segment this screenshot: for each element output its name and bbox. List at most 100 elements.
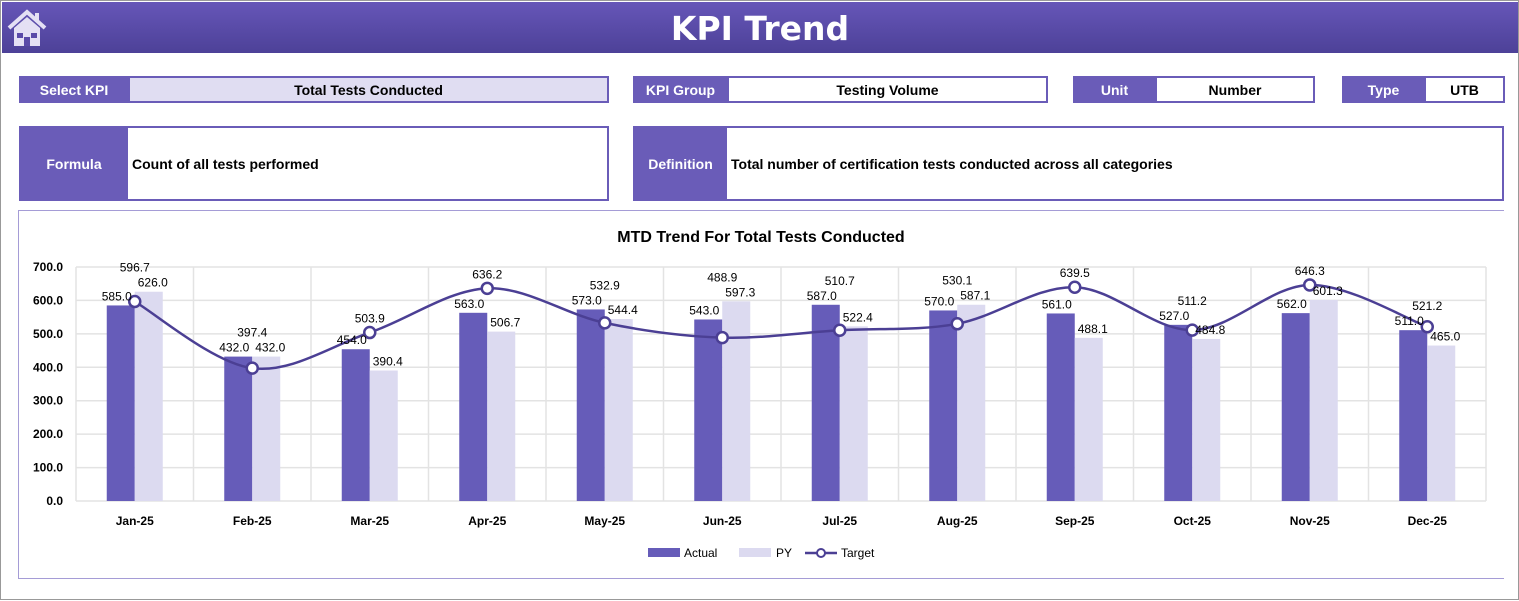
y-tick-label: 600.0 — [33, 293, 63, 307]
data-label-actual: 527.0 — [1159, 309, 1189, 323]
target-marker — [833, 323, 847, 338]
select-kpi-label: Select KPI — [19, 76, 129, 103]
bar-actual — [1281, 313, 1310, 501]
x-tick-label: Jul-25 — [822, 514, 857, 528]
x-tick-label: Apr-25 — [468, 514, 506, 528]
data-label-target: 397.4 — [237, 326, 267, 340]
bar-py — [487, 331, 516, 501]
data-label-actual: 561.0 — [1042, 297, 1072, 311]
data-label-target: 521.2 — [1412, 299, 1442, 313]
legend-py-swatch — [739, 548, 771, 557]
type-label: Type — [1342, 76, 1425, 103]
bar-actual — [224, 356, 253, 501]
data-label-actual: 570.0 — [924, 294, 954, 308]
bar-py — [957, 304, 986, 501]
legend-actual: Actual — [684, 546, 717, 560]
header-bar: KPI Trend — [2, 2, 1518, 53]
bar-actual — [811, 304, 840, 501]
y-tick-label: 400.0 — [33, 360, 63, 374]
bar-py — [1074, 337, 1103, 501]
home-icon[interactable] — [6, 8, 48, 48]
y-tick-label: 300.0 — [33, 394, 63, 408]
bar-actual — [929, 310, 958, 501]
data-label-target: 646.3 — [1295, 264, 1325, 278]
select-kpi-dropdown[interactable]: Total Tests Conducted — [128, 76, 609, 103]
bar-py — [369, 370, 398, 501]
data-label-py: 597.3 — [725, 285, 755, 299]
target-marker — [950, 317, 964, 331]
data-label-target: 530.1 — [942, 274, 972, 288]
bar-py — [252, 356, 281, 501]
data-label-target: 532.9 — [590, 278, 620, 292]
target-marker — [1185, 323, 1199, 337]
target-marker — [1303, 278, 1317, 292]
data-label-py: 626.0 — [138, 276, 168, 290]
bar-py — [1309, 299, 1338, 501]
bar-actual — [694, 319, 723, 501]
data-label-py: 587.1 — [960, 289, 990, 303]
x-tick-label: May-25 — [584, 514, 625, 528]
type-value: UTB — [1424, 76, 1505, 103]
target-marker — [480, 281, 494, 296]
x-tick-label: Nov-25 — [1290, 514, 1330, 528]
unit-value: Number — [1155, 76, 1315, 103]
target-marker — [245, 361, 259, 375]
target-line — [134, 283, 1428, 371]
data-label-py: 432.0 — [255, 341, 285, 355]
data-label-py: 465.0 — [1430, 330, 1460, 344]
bar-py — [1192, 338, 1221, 501]
x-tick-label: Dec-25 — [1408, 514, 1448, 528]
bar-py — [1427, 345, 1456, 501]
legend: Actual PY Target — [648, 546, 875, 560]
chart-container — [18, 210, 1504, 579]
data-label-target: 596.7 — [120, 261, 150, 275]
bar-actual — [459, 312, 488, 501]
y-tick-label: 0.0 — [46, 494, 63, 508]
target-marker — [1068, 280, 1082, 294]
bar-actual — [341, 349, 370, 501]
x-tick-label: Jun-25 — [703, 514, 742, 528]
data-label-target: 636.2 — [472, 267, 502, 281]
data-label-target: 488.9 — [707, 270, 737, 284]
definition-value: Total number of certification tests cond… — [727, 126, 1504, 201]
bar-py — [134, 291, 163, 501]
bar-actual — [106, 305, 135, 501]
bar-py — [722, 301, 751, 501]
data-label-py: 488.1 — [1078, 322, 1108, 336]
data-label-actual: 563.0 — [454, 297, 484, 311]
bar-py — [839, 326, 868, 501]
legend-target: Target — [841, 546, 875, 560]
y-tick-label: 500.0 — [33, 327, 63, 341]
data-label-actual: 587.0 — [807, 289, 837, 303]
x-tick-label: Sep-25 — [1055, 514, 1095, 528]
formula-label: Formula — [19, 126, 129, 201]
legend-py: PY — [776, 546, 792, 560]
data-label-py: 544.4 — [608, 303, 638, 317]
target-marker — [363, 325, 377, 340]
data-label-target: 503.9 — [355, 312, 385, 326]
target-marker — [1420, 320, 1434, 334]
target-marker — [715, 330, 729, 345]
data-label-actual: 511.0 — [1395, 314, 1424, 328]
page-title: KPI Trend — [670, 9, 850, 48]
data-label-actual: 562.0 — [1277, 297, 1307, 311]
definition-label: Definition — [633, 126, 728, 201]
bar-py — [604, 319, 633, 501]
data-label-actual: 573.0 — [572, 293, 602, 307]
x-tick-label: Jan-25 — [116, 514, 154, 528]
data-label-target: 511.2 — [1178, 294, 1207, 308]
data-label-py: 506.7 — [490, 316, 520, 330]
bar-actual — [1046, 313, 1075, 501]
bar-actual — [1164, 324, 1193, 501]
bar-actual — [1399, 330, 1428, 501]
data-label-actual: 432.0 — [219, 341, 249, 355]
data-label-actual: 585.0 — [102, 289, 132, 303]
data-label-target: 639.5 — [1060, 266, 1090, 280]
legend-actual-swatch — [648, 548, 680, 557]
y-tick-label: 200.0 — [33, 427, 63, 441]
data-label-actual: 543.0 — [689, 303, 719, 317]
data-label-py: 390.4 — [373, 354, 403, 368]
x-tick-label: Feb-25 — [233, 514, 272, 528]
y-tick-label: 700.0 — [33, 260, 63, 274]
